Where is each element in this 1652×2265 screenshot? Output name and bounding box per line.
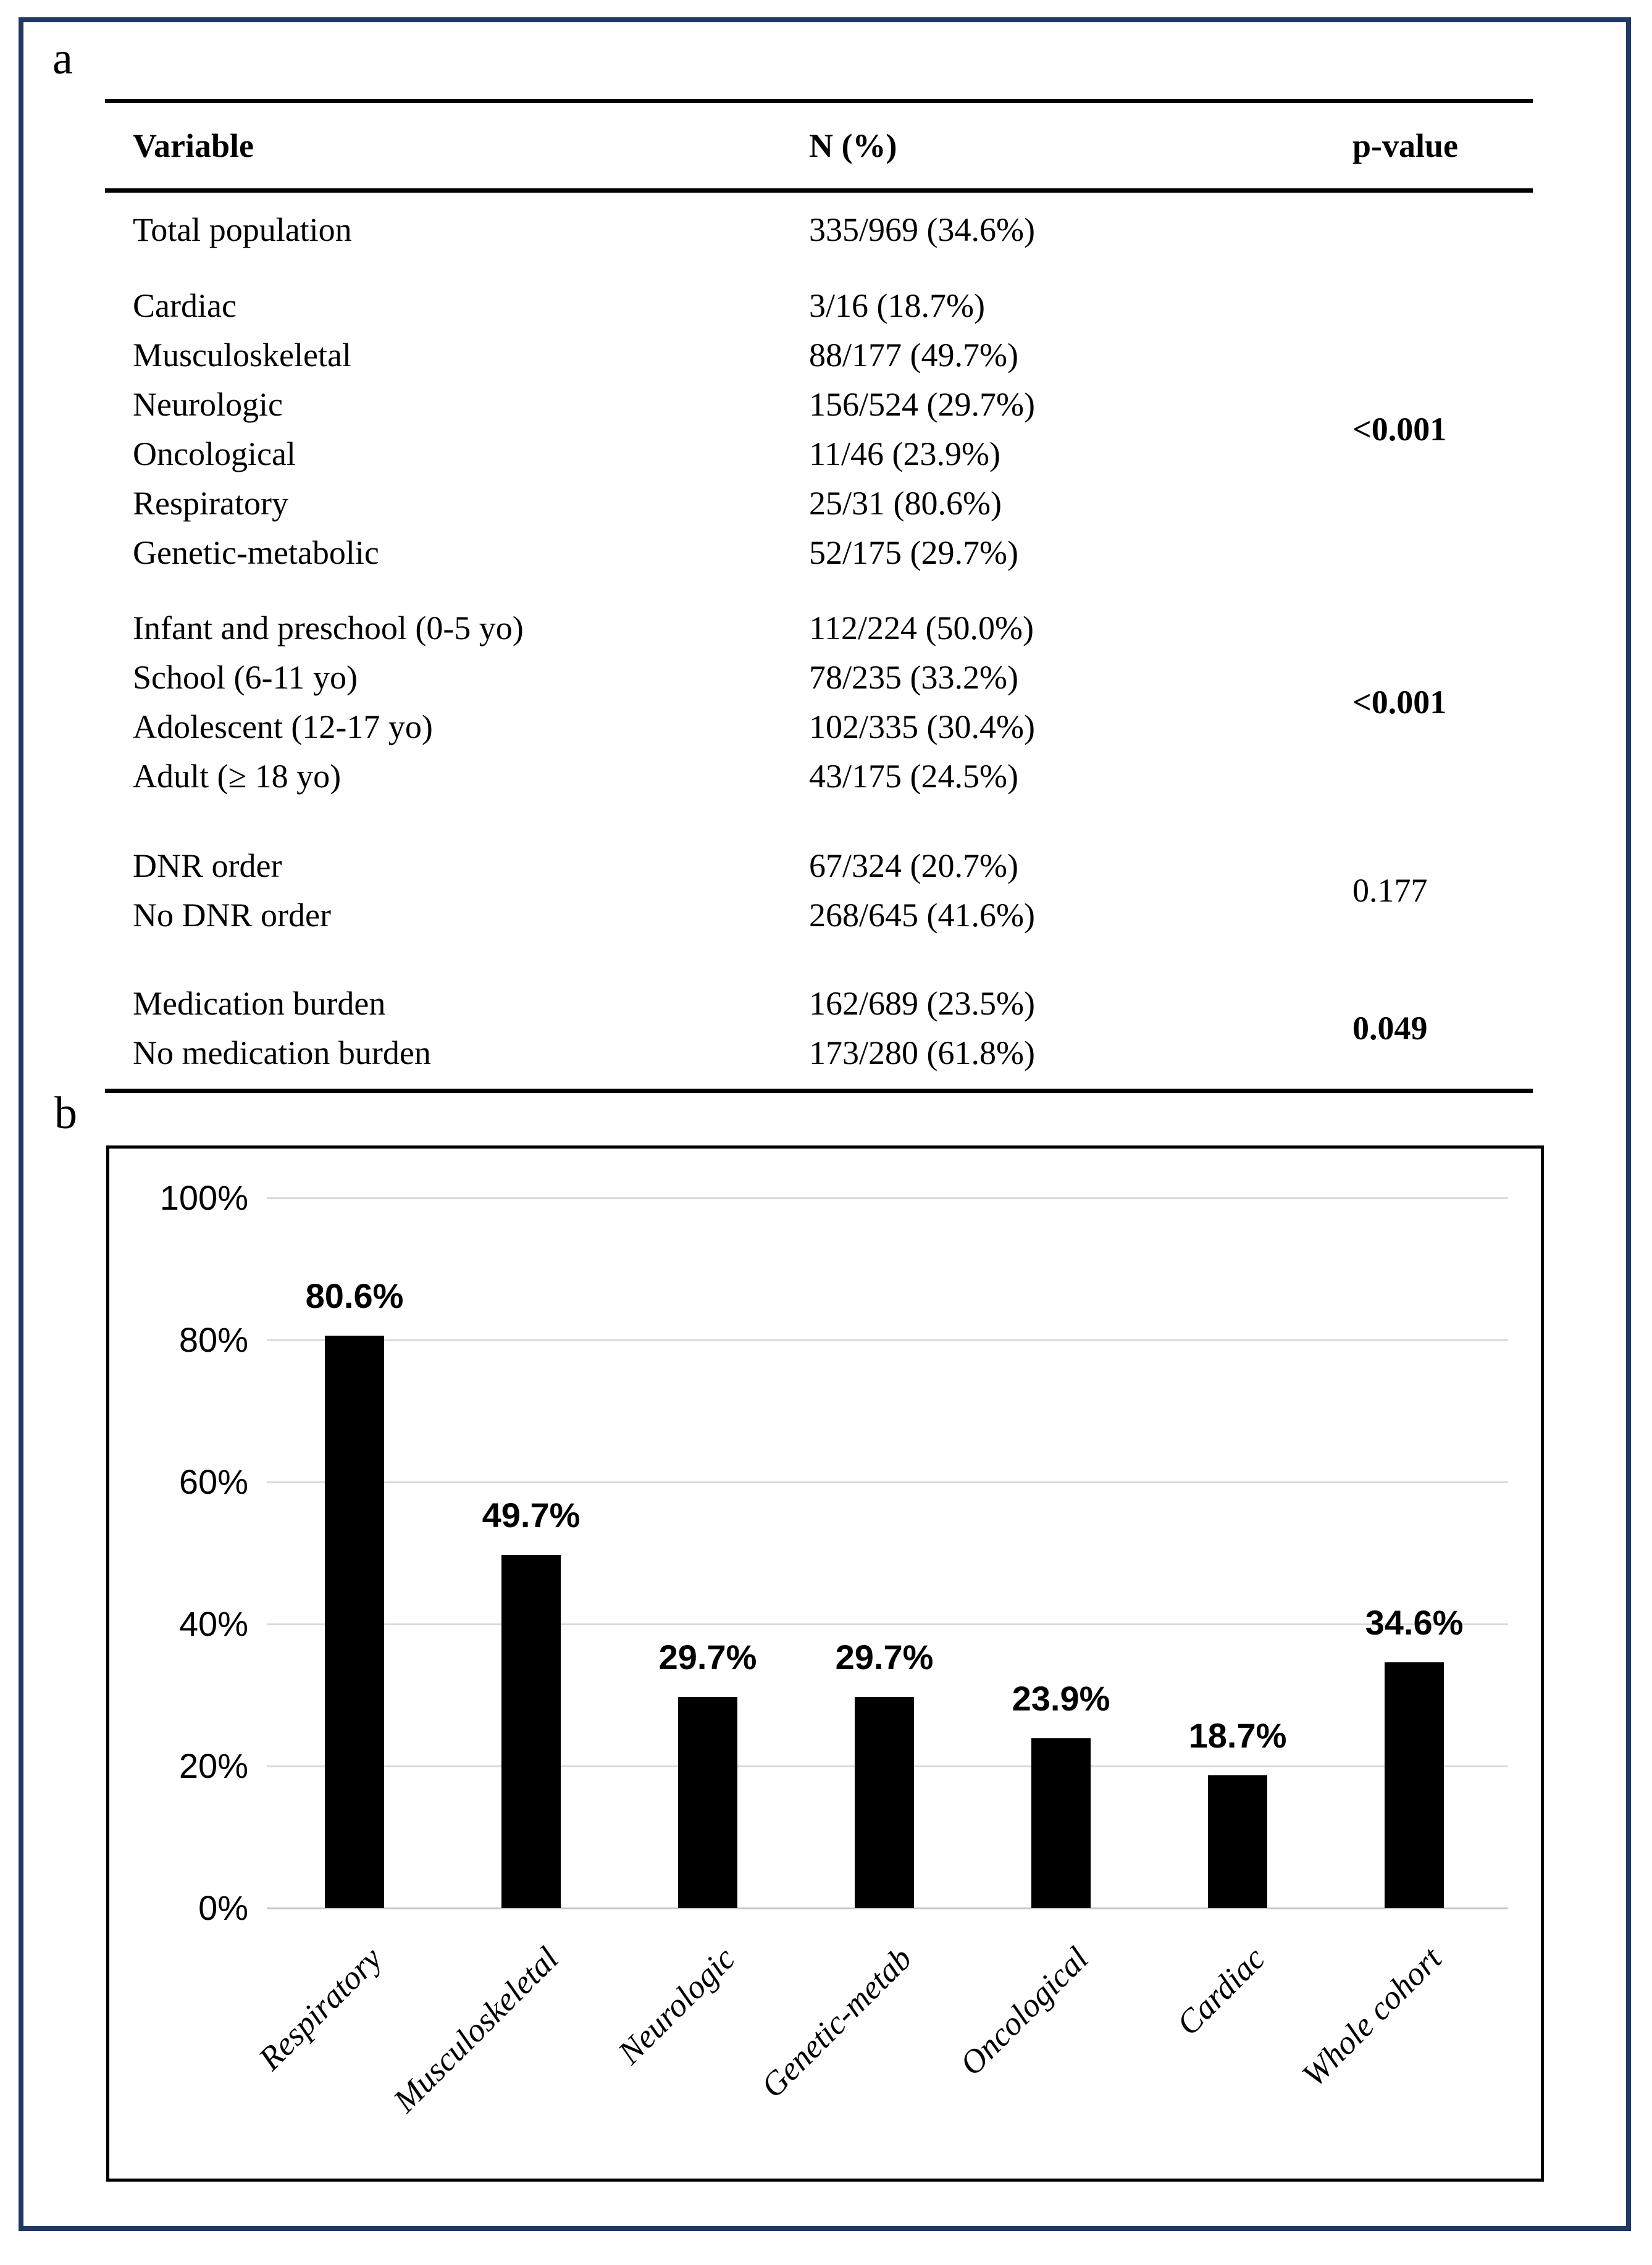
x-category-label: Musculoskeletal bbox=[386, 1940, 566, 2119]
table-row: Oncological 11/46 (23.9%) bbox=[105, 429, 1352, 479]
table-bottom-rule bbox=[105, 1089, 1533, 1093]
header-n: N (%) bbox=[809, 127, 897, 164]
table-header-rule bbox=[105, 188, 1533, 193]
table-row: Total population 335/969 (34.6%) bbox=[105, 205, 1352, 254]
bar-value-label: 80.6% bbox=[305, 1276, 404, 1316]
panel-a-label: a bbox=[52, 33, 73, 84]
row-variable: No medication burden bbox=[133, 1034, 431, 1071]
bar-neurologic bbox=[678, 1697, 737, 1908]
p-value: 0.177 bbox=[1352, 872, 1428, 909]
x-category-label: Neurologic bbox=[610, 1940, 742, 2072]
row-n-value: 3/16 (18.7%) bbox=[809, 287, 985, 324]
table-row: No DNR order 268/645 (41.6%) bbox=[105, 890, 1352, 940]
row-n-value: 268/645 (41.6%) bbox=[809, 897, 1035, 934]
bar-value-label: 29.7% bbox=[835, 1638, 934, 1677]
summary-table: Variable N (%) p-value Total population … bbox=[105, 99, 1533, 1093]
table-row: Adolescent (12-17 yo) 102/335 (30.4%) bbox=[105, 702, 1352, 752]
table-row: DNR order 67/324 (20.7%) bbox=[105, 841, 1352, 890]
row-variable: No DNR order bbox=[133, 897, 331, 934]
y-tick-label: 0% bbox=[198, 1888, 248, 1927]
y-tick-label: 100% bbox=[159, 1178, 248, 1217]
plot-area: 100% 80% 60% 40% 20% 0% 80.6% Respiratory 49.7% M… bbox=[109, 1149, 1541, 2179]
row-variable: Adult (≥ 18 yo) bbox=[133, 758, 342, 795]
row-variable: Total population bbox=[133, 211, 352, 248]
table-row: School (6-11 yo) 78/235 (33.2%) bbox=[105, 653, 1352, 702]
bar-genetic-metab bbox=[855, 1697, 914, 1908]
bar-respiratory bbox=[325, 1336, 384, 1908]
bar-value-label: 18.7% bbox=[1188, 1715, 1287, 1755]
table-row: Medication burden 162/689 (23.5%) bbox=[105, 979, 1352, 1028]
table-row: Respiratory 25/31 (80.6%) bbox=[105, 479, 1352, 528]
table-row: Neurologic 156/524 (29.7%) bbox=[105, 380, 1352, 429]
table-header-row: Variable N (%) p-value bbox=[105, 103, 1533, 188]
row-variable: Cardiac bbox=[133, 287, 237, 324]
bar-whole-cohort bbox=[1385, 1662, 1444, 1908]
row-n-value: 67/324 (20.7%) bbox=[809, 847, 1018, 884]
x-category-label: Whole cohort bbox=[1294, 1940, 1449, 2094]
gridline bbox=[267, 1623, 1508, 1625]
table-section-dnr: DNR order 67/324 (20.7%) No DNR order 26… bbox=[105, 841, 1533, 940]
x-category-label: Oncological bbox=[952, 1940, 1096, 2083]
row-variable: Adolescent (12-17 yo) bbox=[133, 708, 433, 745]
row-n-value: 25/31 (80.6%) bbox=[809, 485, 1002, 522]
table-section-medication: Medication burden 162/689 (23.5%) No med… bbox=[105, 979, 1533, 1078]
row-n-value: 43/175 (24.5%) bbox=[809, 758, 1018, 795]
row-variable: School (6-11 yo) bbox=[133, 659, 358, 696]
row-n-value: 11/46 (23.9%) bbox=[809, 435, 1000, 472]
bar-value-label: 23.9% bbox=[1012, 1679, 1110, 1719]
y-tick-label: 40% bbox=[178, 1604, 248, 1643]
x-axis-line bbox=[267, 1907, 1508, 1909]
row-n-value: 335/969 (34.6%) bbox=[809, 211, 1035, 248]
table-row: Musculoskeletal 88/177 (49.7%) bbox=[105, 330, 1352, 380]
bar-value-label: 34.6% bbox=[1365, 1603, 1464, 1643]
gridline bbox=[267, 1339, 1508, 1341]
bar-oncological bbox=[1031, 1738, 1091, 1908]
table-row: Adult (≥ 18 yo) 43/175 (24.5%) bbox=[105, 752, 1352, 801]
bar-value-label: 29.7% bbox=[658, 1638, 757, 1677]
row-n-value: 112/224 (50.0%) bbox=[809, 609, 1034, 647]
row-variable: Infant and preschool (0-5 yo) bbox=[133, 609, 524, 647]
table-row: Genetic-metabolic 52/175 (29.7%) bbox=[105, 528, 1352, 577]
y-tick-label: 60% bbox=[178, 1462, 248, 1501]
table-row: Cardiac 3/16 (18.7%) bbox=[105, 281, 1352, 330]
table-row: Infant and preschool (0-5 yo) 112/224 (5… bbox=[105, 603, 1352, 653]
row-variable: Musculoskeletal bbox=[133, 337, 351, 374]
bar-cardiac bbox=[1208, 1775, 1267, 1908]
header-variable: Variable bbox=[133, 127, 254, 164]
row-variable: Genetic-metabolic bbox=[133, 534, 379, 571]
row-variable: Respiratory bbox=[133, 485, 288, 522]
p-value: <0.001 bbox=[1352, 684, 1447, 721]
panel-b-label: b bbox=[54, 1088, 77, 1139]
table-row: No medication burden 173/280 (61.8%) bbox=[105, 1028, 1352, 1078]
row-n-value: 162/689 (23.5%) bbox=[809, 985, 1035, 1022]
table-section-age: Infant and preschool (0-5 yo) 112/224 (5… bbox=[105, 603, 1533, 801]
x-category-label: Genetic-metab bbox=[753, 1940, 919, 2105]
gridline bbox=[267, 1197, 1508, 1199]
bar-chart: 100% 80% 60% 40% 20% 0% 80.6% Respiratory 49.7% M… bbox=[106, 1145, 1544, 2182]
table-section-disease: Cardiac 3/16 (18.7%) Musculoskeletal 88/… bbox=[105, 281, 1533, 577]
row-variable: Neurologic bbox=[133, 386, 283, 423]
gridline bbox=[267, 1481, 1508, 1483]
row-variable: Oncological bbox=[133, 435, 296, 472]
row-n-value: 156/524 (29.7%) bbox=[809, 386, 1035, 423]
y-tick-label: 80% bbox=[178, 1320, 248, 1359]
row-n-value: 88/177 (49.7%) bbox=[809, 337, 1018, 374]
table-section-total: Total population 335/969 (34.6%) bbox=[105, 205, 1533, 254]
row-variable: DNR order bbox=[133, 847, 282, 884]
p-value: <0.001 bbox=[1352, 411, 1447, 448]
header-p-value: p-value bbox=[1352, 127, 1459, 164]
row-n-value: 102/335 (30.4%) bbox=[809, 708, 1035, 745]
table-top-rule bbox=[105, 99, 1533, 103]
x-category-label: Respiratory bbox=[251, 1940, 389, 2078]
row-n-value: 173/280 (61.8%) bbox=[809, 1034, 1035, 1071]
x-category-label: Cardiac bbox=[1169, 1940, 1272, 2043]
bar-value-label: 49.7% bbox=[482, 1496, 581, 1535]
row-n-value: 78/235 (33.2%) bbox=[809, 659, 1018, 696]
row-variable: Medication burden bbox=[133, 985, 386, 1022]
y-tick-label: 20% bbox=[178, 1746, 248, 1785]
bar-musculoskeletal bbox=[501, 1555, 561, 1908]
row-n-value: 52/175 (29.7%) bbox=[809, 534, 1018, 571]
p-value: 0.049 bbox=[1352, 1010, 1428, 1047]
